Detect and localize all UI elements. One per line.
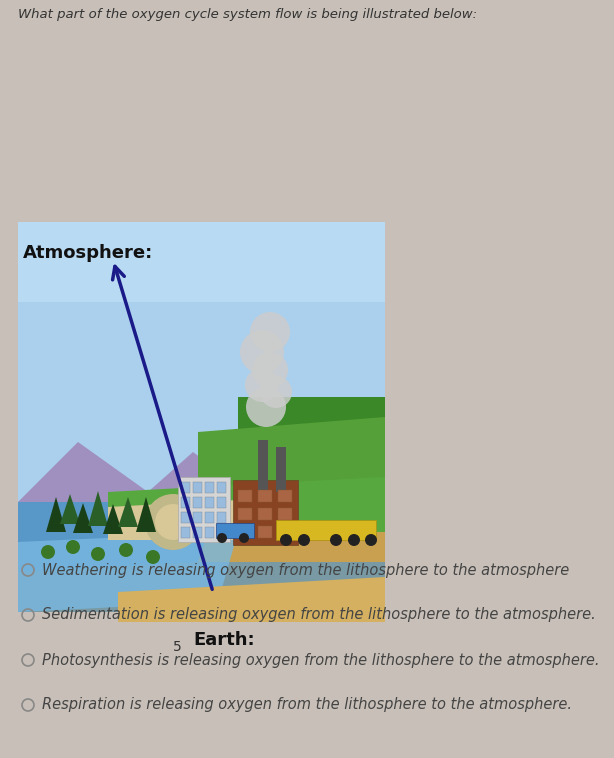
Polygon shape bbox=[278, 508, 292, 520]
Polygon shape bbox=[205, 527, 214, 538]
Polygon shape bbox=[108, 477, 385, 532]
Polygon shape bbox=[198, 417, 385, 502]
Polygon shape bbox=[97, 514, 99, 526]
Polygon shape bbox=[181, 497, 190, 508]
Polygon shape bbox=[181, 527, 190, 538]
Text: Atmosphere:: Atmosphere: bbox=[23, 244, 154, 262]
Polygon shape bbox=[127, 515, 129, 527]
Polygon shape bbox=[181, 512, 190, 523]
Text: Weathering is releasing oxygen from the lithosphere to the atmosphere: Weathering is releasing oxygen from the … bbox=[42, 562, 569, 578]
Circle shape bbox=[250, 312, 290, 352]
Circle shape bbox=[66, 540, 80, 554]
Polygon shape bbox=[73, 503, 93, 533]
Circle shape bbox=[155, 504, 191, 540]
Text: 5: 5 bbox=[173, 640, 182, 654]
Polygon shape bbox=[55, 520, 57, 532]
Polygon shape bbox=[217, 527, 226, 538]
Circle shape bbox=[246, 387, 286, 427]
Polygon shape bbox=[193, 482, 202, 493]
Polygon shape bbox=[217, 497, 226, 508]
Polygon shape bbox=[60, 494, 80, 524]
Polygon shape bbox=[108, 500, 248, 540]
Polygon shape bbox=[193, 497, 202, 508]
Polygon shape bbox=[238, 508, 252, 520]
Polygon shape bbox=[258, 440, 268, 495]
Circle shape bbox=[365, 534, 377, 546]
Circle shape bbox=[119, 543, 133, 557]
Text: Sedimentation is releasing oxygen from the lithosphere to the atmosphere.: Sedimentation is releasing oxygen from t… bbox=[42, 607, 596, 622]
Polygon shape bbox=[193, 527, 202, 538]
Polygon shape bbox=[193, 512, 202, 523]
Polygon shape bbox=[276, 447, 286, 492]
Circle shape bbox=[91, 547, 105, 561]
Polygon shape bbox=[118, 497, 138, 527]
Circle shape bbox=[280, 534, 292, 546]
Polygon shape bbox=[82, 521, 84, 533]
Polygon shape bbox=[18, 530, 385, 612]
Text: Earth:: Earth: bbox=[193, 631, 255, 649]
Circle shape bbox=[239, 533, 249, 543]
Polygon shape bbox=[258, 490, 272, 502]
Polygon shape bbox=[178, 477, 230, 542]
Polygon shape bbox=[145, 520, 147, 532]
Polygon shape bbox=[18, 562, 385, 612]
Polygon shape bbox=[112, 522, 114, 534]
Polygon shape bbox=[276, 520, 376, 540]
Polygon shape bbox=[238, 526, 252, 538]
Circle shape bbox=[245, 368, 279, 402]
Polygon shape bbox=[278, 526, 292, 538]
Polygon shape bbox=[88, 491, 108, 526]
Polygon shape bbox=[216, 523, 254, 538]
Polygon shape bbox=[233, 480, 298, 545]
Polygon shape bbox=[18, 222, 385, 302]
Polygon shape bbox=[238, 397, 385, 502]
Polygon shape bbox=[205, 512, 214, 523]
Circle shape bbox=[146, 550, 160, 564]
Circle shape bbox=[240, 330, 284, 374]
Polygon shape bbox=[18, 402, 318, 502]
Polygon shape bbox=[258, 526, 272, 538]
Polygon shape bbox=[46, 497, 66, 532]
Bar bbox=[18, 222, 385, 530]
Text: What part of the oxygen cycle system flow is being illustrated below:: What part of the oxygen cycle system flo… bbox=[18, 8, 477, 21]
Polygon shape bbox=[69, 512, 71, 524]
Polygon shape bbox=[217, 512, 226, 523]
Circle shape bbox=[298, 534, 310, 546]
Polygon shape bbox=[258, 508, 272, 520]
Polygon shape bbox=[238, 490, 252, 502]
Polygon shape bbox=[217, 482, 226, 493]
Polygon shape bbox=[205, 482, 214, 493]
Polygon shape bbox=[118, 577, 385, 622]
Text: Respiration is releasing oxygen from the lithosphere to the atmosphere.: Respiration is releasing oxygen from the… bbox=[42, 697, 572, 713]
Circle shape bbox=[217, 533, 227, 543]
Circle shape bbox=[252, 352, 288, 388]
Circle shape bbox=[330, 534, 342, 546]
Polygon shape bbox=[181, 482, 190, 493]
Polygon shape bbox=[18, 502, 218, 572]
Text: Photosynthesis is releasing oxygen from the lithosphere to the atmosphere.: Photosynthesis is releasing oxygen from … bbox=[42, 653, 599, 668]
Polygon shape bbox=[136, 497, 156, 532]
Polygon shape bbox=[205, 497, 214, 508]
Circle shape bbox=[260, 376, 292, 408]
Circle shape bbox=[348, 534, 360, 546]
Circle shape bbox=[41, 545, 55, 559]
Polygon shape bbox=[18, 532, 238, 612]
Circle shape bbox=[145, 494, 201, 550]
Polygon shape bbox=[278, 490, 292, 502]
Polygon shape bbox=[103, 504, 123, 534]
